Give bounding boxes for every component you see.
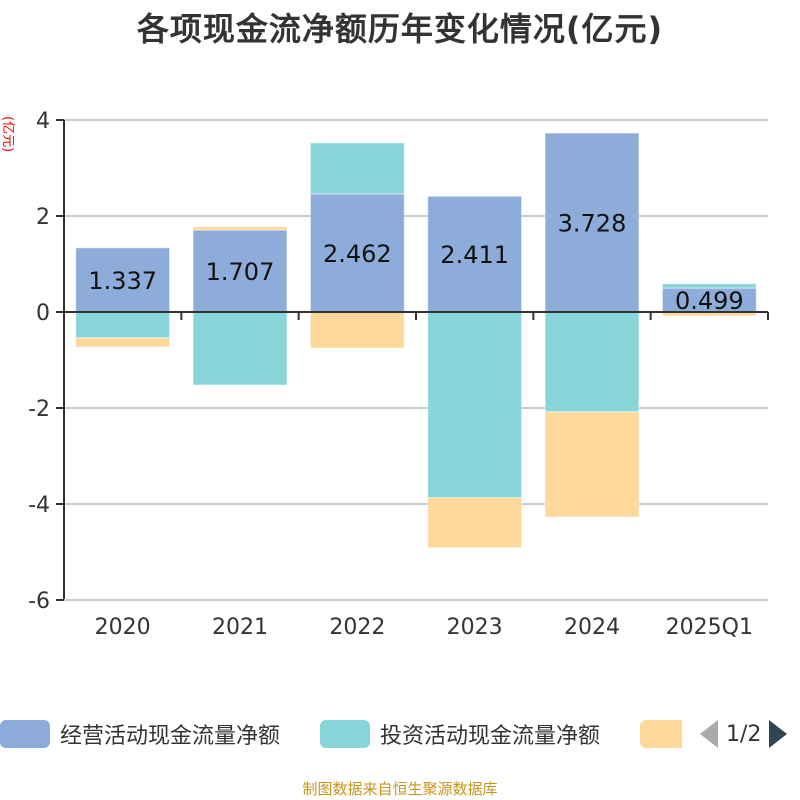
bar-segment: [75, 311, 171, 339]
bar-segment: [309, 142, 405, 195]
x-tick-label: 2022: [329, 615, 385, 640]
y-tick-label: -4: [28, 493, 50, 518]
legend-page-indicator: 1/2: [726, 721, 762, 747]
bar-segment: [192, 226, 288, 231]
legend-item-financing[interactable]: [640, 716, 692, 752]
next-page-icon[interactable]: [769, 720, 788, 748]
x-tick-label: 2023: [447, 615, 503, 640]
y-axis-unit: (亿元): [0, 116, 15, 153]
bar-segment: [309, 311, 405, 349]
bar-segment: [427, 497, 523, 549]
data-label: 3.728: [558, 210, 627, 238]
chart-title: 各项现金流净额历年变化情况(亿元): [136, 10, 664, 48]
data-label: 2.462: [323, 240, 392, 268]
bar-segment: [544, 132, 640, 313]
bar-segment: [309, 193, 405, 313]
bar-chart: 4 2 0 -2 -4 -6 1.337 1.707 2.462 2.411 3.728 0.499 2…: [28, 109, 769, 640]
data-label: 0.499: [675, 287, 744, 315]
prev-page-icon[interactable]: [700, 720, 718, 748]
y-tick-label: 0: [36, 301, 50, 326]
bar-segment: [192, 229, 288, 313]
data-label: 1.707: [206, 258, 275, 286]
y-tick-label: -6: [28, 589, 50, 614]
x-tick-label: 2021: [212, 615, 268, 640]
x-tick-label: 2024: [564, 615, 620, 640]
y-tick-label: -2: [28, 397, 50, 422]
legend-label-investing: 投资活动现金流量净额: [380, 724, 601, 749]
y-tick-label: 2: [36, 205, 50, 230]
legend-label-operating: 经营活动现金流量净额: [60, 724, 281, 749]
legend-swatch-operating: [0, 720, 50, 748]
bar-segment: [75, 247, 171, 313]
bar-segment: [661, 283, 757, 289]
data-label: 1.337: [88, 267, 157, 295]
bar-segment: [427, 195, 523, 313]
x-tick-label: 2025Q1: [666, 615, 753, 640]
bar-segment: [544, 411, 640, 518]
x-tick-label: 2020: [95, 615, 151, 640]
legend-item-investing[interactable]: 投资活动现金流量净额: [320, 716, 600, 752]
bar-segment: [192, 311, 288, 386]
data-label: 2.411: [440, 241, 509, 269]
legend: 经营活动现金流量净额 投资活动现金流量净额 1/2: [0, 716, 800, 756]
bar-segment: [544, 311, 640, 413]
legend-swatch-investing: [320, 720, 370, 748]
bar-segment: [75, 337, 171, 348]
y-tick-label: 4: [36, 109, 50, 134]
legend-pager: 1/2: [700, 716, 788, 752]
data-source-note: 制图数据来自恒生聚源数据库: [302, 780, 498, 798]
legend-swatch-financing: [640, 720, 682, 748]
legend-item-operating[interactable]: 经营活动现金流量净额: [0, 716, 280, 752]
bar-segment: [427, 311, 523, 499]
